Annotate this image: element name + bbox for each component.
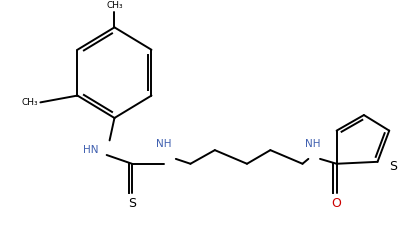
Text: HN: HN	[83, 145, 99, 155]
Text: CH₃: CH₃	[106, 1, 123, 10]
Text: NH: NH	[305, 139, 321, 149]
Text: S: S	[128, 197, 136, 210]
Text: CH₃: CH₃	[22, 98, 38, 107]
Text: NH: NH	[156, 139, 172, 149]
Text: O: O	[332, 197, 342, 210]
Text: S: S	[389, 160, 397, 173]
